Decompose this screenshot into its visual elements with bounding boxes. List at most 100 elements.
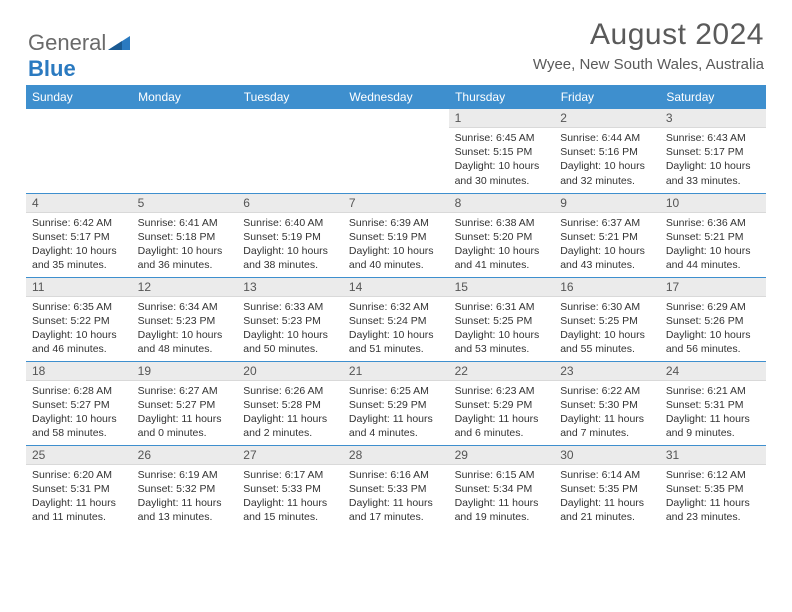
- day-details: Sunrise: 6:41 AMSunset: 5:18 PMDaylight:…: [132, 213, 238, 275]
- calendar-cell: 6Sunrise: 6:40 AMSunset: 5:19 PMDaylight…: [237, 193, 343, 277]
- month-title: August 2024: [533, 18, 764, 52]
- day-details: Sunrise: 6:17 AMSunset: 5:33 PMDaylight:…: [237, 465, 343, 527]
- calendar-cell: 13Sunrise: 6:33 AMSunset: 5:23 PMDayligh…: [237, 277, 343, 361]
- empty-day: [132, 109, 238, 128]
- day-number: 25: [26, 446, 132, 465]
- day-number: 11: [26, 278, 132, 297]
- day-details: Sunrise: 6:12 AMSunset: 5:35 PMDaylight:…: [660, 465, 766, 527]
- brand-text-1: General: [28, 30, 106, 56]
- day-number: 10: [660, 194, 766, 213]
- day-number: 4: [26, 194, 132, 213]
- day-details: Sunrise: 6:37 AMSunset: 5:21 PMDaylight:…: [554, 213, 660, 275]
- day-details: Sunrise: 6:25 AMSunset: 5:29 PMDaylight:…: [343, 381, 449, 443]
- day-details: Sunrise: 6:27 AMSunset: 5:27 PMDaylight:…: [132, 381, 238, 443]
- calendar-cell: [26, 109, 132, 193]
- day-number: 8: [449, 194, 555, 213]
- day-number: 21: [343, 362, 449, 381]
- calendar-cell: 14Sunrise: 6:32 AMSunset: 5:24 PMDayligh…: [343, 277, 449, 361]
- day-number: 3: [660, 109, 766, 128]
- calendar-week-row: 18Sunrise: 6:28 AMSunset: 5:27 PMDayligh…: [26, 361, 766, 445]
- day-header: Friday: [554, 85, 660, 109]
- calendar-cell: 25Sunrise: 6:20 AMSunset: 5:31 PMDayligh…: [26, 445, 132, 529]
- day-number: 5: [132, 194, 238, 213]
- brand-logo: General: [28, 18, 130, 56]
- day-details: Sunrise: 6:14 AMSunset: 5:35 PMDaylight:…: [554, 465, 660, 527]
- day-header: Wednesday: [343, 85, 449, 109]
- calendar-cell: 29Sunrise: 6:15 AMSunset: 5:34 PMDayligh…: [449, 445, 555, 529]
- calendar-cell: 30Sunrise: 6:14 AMSunset: 5:35 PMDayligh…: [554, 445, 660, 529]
- calendar-cell: [237, 109, 343, 193]
- empty-day: [343, 109, 449, 128]
- calendar-cell: 1Sunrise: 6:45 AMSunset: 5:15 PMDaylight…: [449, 109, 555, 193]
- day-number: 2: [554, 109, 660, 128]
- day-details: Sunrise: 6:38 AMSunset: 5:20 PMDaylight:…: [449, 213, 555, 275]
- calendar-cell: 4Sunrise: 6:42 AMSunset: 5:17 PMDaylight…: [26, 193, 132, 277]
- calendar-cell: 15Sunrise: 6:31 AMSunset: 5:25 PMDayligh…: [449, 277, 555, 361]
- day-details: Sunrise: 6:26 AMSunset: 5:28 PMDaylight:…: [237, 381, 343, 443]
- day-number: 24: [660, 362, 766, 381]
- day-number: 30: [554, 446, 660, 465]
- calendar-cell: 2Sunrise: 6:44 AMSunset: 5:16 PMDaylight…: [554, 109, 660, 193]
- day-header: Sunday: [26, 85, 132, 109]
- calendar-cell: 9Sunrise: 6:37 AMSunset: 5:21 PMDaylight…: [554, 193, 660, 277]
- title-area: August 2024 Wyee, New South Wales, Austr…: [533, 18, 764, 73]
- day-number: 1: [449, 109, 555, 128]
- day-number: 13: [237, 278, 343, 297]
- day-number: 23: [554, 362, 660, 381]
- day-number: 12: [132, 278, 238, 297]
- day-header: Tuesday: [237, 85, 343, 109]
- calendar-cell: 3Sunrise: 6:43 AMSunset: 5:17 PMDaylight…: [660, 109, 766, 193]
- page-header: General August 2024 Wyee, New South Wale…: [0, 0, 792, 79]
- day-details: Sunrise: 6:36 AMSunset: 5:21 PMDaylight:…: [660, 213, 766, 275]
- calendar-cell: 28Sunrise: 6:16 AMSunset: 5:33 PMDayligh…: [343, 445, 449, 529]
- calendar-cell: 16Sunrise: 6:30 AMSunset: 5:25 PMDayligh…: [554, 277, 660, 361]
- day-header: Saturday: [660, 85, 766, 109]
- calendar-week-row: 11Sunrise: 6:35 AMSunset: 5:22 PMDayligh…: [26, 277, 766, 361]
- day-details: Sunrise: 6:29 AMSunset: 5:26 PMDaylight:…: [660, 297, 766, 359]
- day-header: Monday: [132, 85, 238, 109]
- day-details: Sunrise: 6:43 AMSunset: 5:17 PMDaylight:…: [660, 128, 766, 190]
- day-number: 17: [660, 278, 766, 297]
- day-details: Sunrise: 6:23 AMSunset: 5:29 PMDaylight:…: [449, 381, 555, 443]
- day-number: 7: [343, 194, 449, 213]
- calendar-cell: 19Sunrise: 6:27 AMSunset: 5:27 PMDayligh…: [132, 361, 238, 445]
- calendar-week-row: 25Sunrise: 6:20 AMSunset: 5:31 PMDayligh…: [26, 445, 766, 529]
- day-details: Sunrise: 6:30 AMSunset: 5:25 PMDaylight:…: [554, 297, 660, 359]
- calendar-cell: 24Sunrise: 6:21 AMSunset: 5:31 PMDayligh…: [660, 361, 766, 445]
- empty-day: [237, 109, 343, 128]
- day-number: 27: [237, 446, 343, 465]
- day-details: Sunrise: 6:21 AMSunset: 5:31 PMDaylight:…: [660, 381, 766, 443]
- calendar-cell: 11Sunrise: 6:35 AMSunset: 5:22 PMDayligh…: [26, 277, 132, 361]
- calendar-week-row: 4Sunrise: 6:42 AMSunset: 5:17 PMDaylight…: [26, 193, 766, 277]
- day-number: 14: [343, 278, 449, 297]
- day-number: 15: [449, 278, 555, 297]
- day-number: 28: [343, 446, 449, 465]
- day-number: 29: [449, 446, 555, 465]
- day-details: Sunrise: 6:39 AMSunset: 5:19 PMDaylight:…: [343, 213, 449, 275]
- day-number: 6: [237, 194, 343, 213]
- calendar-week-row: 1Sunrise: 6:45 AMSunset: 5:15 PMDaylight…: [26, 109, 766, 193]
- day-header: Thursday: [449, 85, 555, 109]
- day-details: Sunrise: 6:20 AMSunset: 5:31 PMDaylight:…: [26, 465, 132, 527]
- day-details: Sunrise: 6:44 AMSunset: 5:16 PMDaylight:…: [554, 128, 660, 190]
- day-details: Sunrise: 6:31 AMSunset: 5:25 PMDaylight:…: [449, 297, 555, 359]
- day-details: Sunrise: 6:40 AMSunset: 5:19 PMDaylight:…: [237, 213, 343, 275]
- calendar-cell: [343, 109, 449, 193]
- calendar-cell: 7Sunrise: 6:39 AMSunset: 5:19 PMDaylight…: [343, 193, 449, 277]
- calendar-cell: 18Sunrise: 6:28 AMSunset: 5:27 PMDayligh…: [26, 361, 132, 445]
- day-details: Sunrise: 6:32 AMSunset: 5:24 PMDaylight:…: [343, 297, 449, 359]
- day-number: 19: [132, 362, 238, 381]
- calendar-cell: 22Sunrise: 6:23 AMSunset: 5:29 PMDayligh…: [449, 361, 555, 445]
- day-details: Sunrise: 6:22 AMSunset: 5:30 PMDaylight:…: [554, 381, 660, 443]
- calendar-cell: 20Sunrise: 6:26 AMSunset: 5:28 PMDayligh…: [237, 361, 343, 445]
- calendar-cell: 23Sunrise: 6:22 AMSunset: 5:30 PMDayligh…: [554, 361, 660, 445]
- day-number: 20: [237, 362, 343, 381]
- calendar-cell: 27Sunrise: 6:17 AMSunset: 5:33 PMDayligh…: [237, 445, 343, 529]
- day-details: Sunrise: 6:28 AMSunset: 5:27 PMDaylight:…: [26, 381, 132, 443]
- day-details: Sunrise: 6:45 AMSunset: 5:15 PMDaylight:…: [449, 128, 555, 190]
- brand-text-2: Blue: [28, 56, 76, 82]
- day-details: Sunrise: 6:16 AMSunset: 5:33 PMDaylight:…: [343, 465, 449, 527]
- day-details: Sunrise: 6:15 AMSunset: 5:34 PMDaylight:…: [449, 465, 555, 527]
- calendar-body: 1Sunrise: 6:45 AMSunset: 5:15 PMDaylight…: [26, 109, 766, 529]
- day-details: Sunrise: 6:19 AMSunset: 5:32 PMDaylight:…: [132, 465, 238, 527]
